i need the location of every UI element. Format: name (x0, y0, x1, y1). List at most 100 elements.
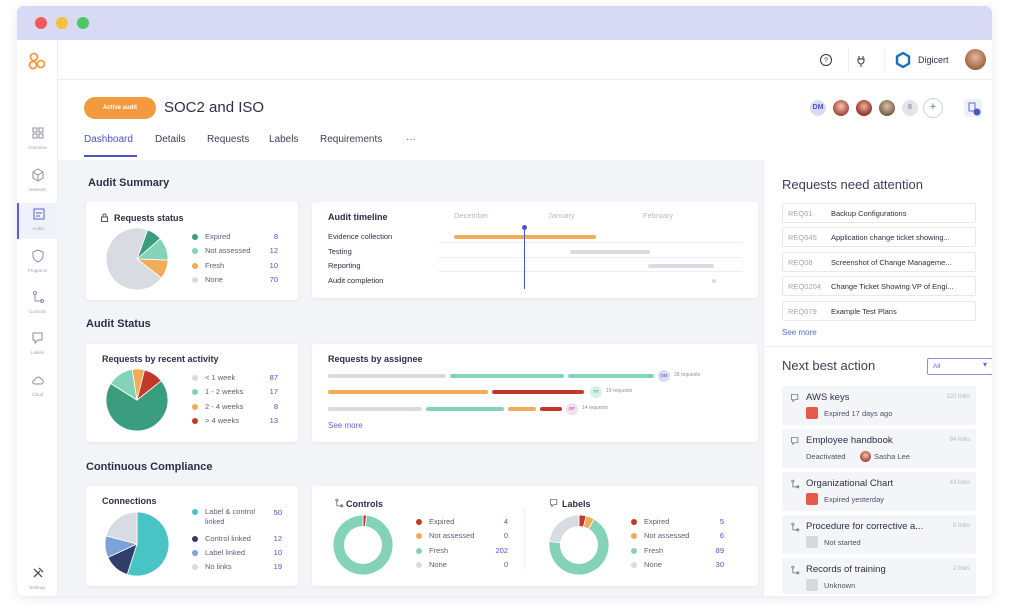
status-icon (806, 536, 818, 548)
avatar[interactable] (877, 98, 897, 118)
legend-value[interactable]: 87 (269, 373, 278, 382)
see-more-link[interactable]: See more (782, 328, 817, 337)
help-button[interactable]: ? (814, 48, 838, 72)
legend-value[interactable]: 70 (269, 275, 278, 284)
legend-value[interactable]: 0 (503, 531, 508, 540)
legend-value[interactable]: 12 (273, 534, 282, 543)
assignee-bar[interactable] (426, 407, 504, 411)
active-tab-indicator (84, 155, 137, 157)
close-window-button[interactable] (35, 17, 47, 29)
sidebar-item-labels[interactable]: Labels (17, 327, 58, 363)
legend-item: 1 - 2 weeks (192, 387, 243, 396)
timeline-bar-completion[interactable] (712, 279, 716, 283)
next-action-item[interactable]: Procedure for corrective a... 5 links Not… (782, 515, 976, 554)
tab-dashboard[interactable]: Dashboard (84, 134, 133, 145)
legend-value[interactable]: 6 (719, 531, 724, 540)
legend-value[interactable]: 0 (503, 560, 508, 569)
legend-value[interactable]: 8 (273, 402, 278, 411)
tab-requirements[interactable]: Requirements (320, 134, 383, 145)
attention-request-row[interactable]: REQ08 Screenshot of Change Manageme... (782, 252, 976, 272)
avatar[interactable] (831, 98, 851, 118)
more-auditors-count[interactable]: 8 (900, 98, 920, 118)
minimize-window-button[interactable] (56, 17, 68, 29)
tab-details[interactable]: Details (155, 134, 186, 145)
attention-request-row[interactable]: REQ079 Example Test Plans (782, 301, 976, 321)
legend-value[interactable]: 4 (503, 517, 508, 526)
active-audit-badge: Active audit (84, 97, 156, 119)
add-auditor-button[interactable]: + (923, 98, 943, 118)
sidebar-item-settings[interactable]: Settings (17, 562, 58, 596)
timeline-bar-testing[interactable] (570, 250, 650, 254)
legend-value[interactable]: 17 (269, 387, 278, 396)
assignee-count: 28 requests (674, 372, 701, 378)
user-avatar[interactable] (965, 49, 986, 70)
maximize-window-button[interactable] (77, 17, 89, 29)
status-icon (806, 579, 818, 591)
timeline-row-label: Reporting (328, 261, 361, 270)
sidebar-item-audits[interactable]: Audits (17, 203, 58, 239)
assignee-bar[interactable] (328, 374, 446, 378)
label-icon (32, 332, 42, 345)
legend-value[interactable]: 8 (273, 232, 278, 241)
timeline-month: February (643, 211, 674, 220)
filter-select[interactable]: All ▾ (927, 358, 992, 375)
assignee-bar[interactable] (540, 407, 562, 411)
section-title: Continuous Compliance (86, 461, 213, 473)
tab-requests[interactable]: Requests (207, 134, 250, 145)
timeline-bar-reporting[interactable] (648, 264, 714, 268)
legend-value[interactable]: 50 (273, 508, 282, 517)
legend-value[interactable]: 202 (495, 546, 508, 555)
legend-item: Expired (416, 517, 454, 526)
timeline-bar-evidence[interactable] (454, 235, 596, 239)
chevron-down-icon: ▾ (982, 360, 987, 369)
assignee-bar[interactable] (492, 390, 584, 394)
sidebar-item-cloud[interactable]: Cloud (17, 369, 58, 405)
attention-request-row[interactable]: REQ0204 Change Ticket Showing VP of Engi.… (782, 276, 976, 296)
assignee-avatar[interactable]: DM (658, 370, 670, 382)
assignee-avatar[interactable]: DF (566, 403, 578, 415)
legend-item: Not assessed (631, 531, 689, 540)
next-action-item[interactable]: Organizational Chart 43 links Expired yes… (782, 472, 976, 511)
assignee-bar[interactable] (508, 407, 536, 411)
legend-item: < 1 week (192, 373, 235, 382)
chart-slice (126, 511, 170, 577)
assignee-bar[interactable] (568, 374, 654, 378)
avatar[interactable] (854, 98, 874, 118)
legend-value[interactable]: 13 (269, 416, 278, 425)
legend-value[interactable]: 89 (715, 546, 724, 555)
attention-request-row[interactable]: REQ01 Backup Configurations (782, 203, 976, 223)
assignee-bar[interactable] (328, 407, 422, 411)
next-action-item[interactable]: Records of training 2 links Unknown (782, 558, 976, 594)
sidebar-item-overview[interactable]: Overview (17, 122, 58, 158)
see-more-link[interactable]: See more (328, 421, 363, 430)
chart-slice (105, 511, 138, 545)
assignee-bar[interactable] (450, 374, 564, 378)
org-switcher[interactable]: Digicert (884, 48, 958, 72)
sidebar-item-programs[interactable]: Programs (17, 245, 58, 281)
next-action-item[interactable]: AWS keys 120 links Expired 17 days ago (782, 386, 976, 425)
legend-value[interactable]: 5 (719, 517, 724, 526)
donut-hole (344, 526, 382, 564)
legend-value[interactable]: 12 (269, 246, 278, 255)
avatar-initials[interactable]: DM (808, 98, 828, 118)
legend-value[interactable]: 10 (273, 548, 282, 557)
sidebar-item-network[interactable]: Network (17, 164, 58, 200)
legend-value[interactable]: 10 (269, 261, 278, 270)
card-title: Audit timeline (328, 212, 388, 222)
notifications-button[interactable] (964, 99, 982, 117)
assignee-bar[interactable] (328, 390, 488, 394)
donut-hole (560, 526, 598, 564)
sidebar: Overview Network Audits Programs Control… (17, 40, 58, 596)
assignee-count: 14 requests (582, 405, 609, 411)
tab-more[interactable]: ··· (406, 134, 416, 145)
integrations-button[interactable] (848, 48, 872, 72)
sidebar-item-controls[interactable]: Controls (17, 286, 58, 322)
attention-request-row[interactable]: REQ045 Application change ticket showing.… (782, 227, 976, 247)
legend-value[interactable]: 30 (715, 560, 724, 569)
app-logo-icon[interactable] (28, 52, 46, 70)
assignee-avatar[interactable]: TF (590, 386, 602, 398)
legend-item: Label & control linked (192, 507, 267, 527)
next-action-item[interactable]: Employee handbook 84 links Deactivated Sa… (782, 429, 976, 468)
tab-labels[interactable]: Labels (269, 134, 299, 145)
legend-value[interactable]: 19 (273, 562, 282, 571)
